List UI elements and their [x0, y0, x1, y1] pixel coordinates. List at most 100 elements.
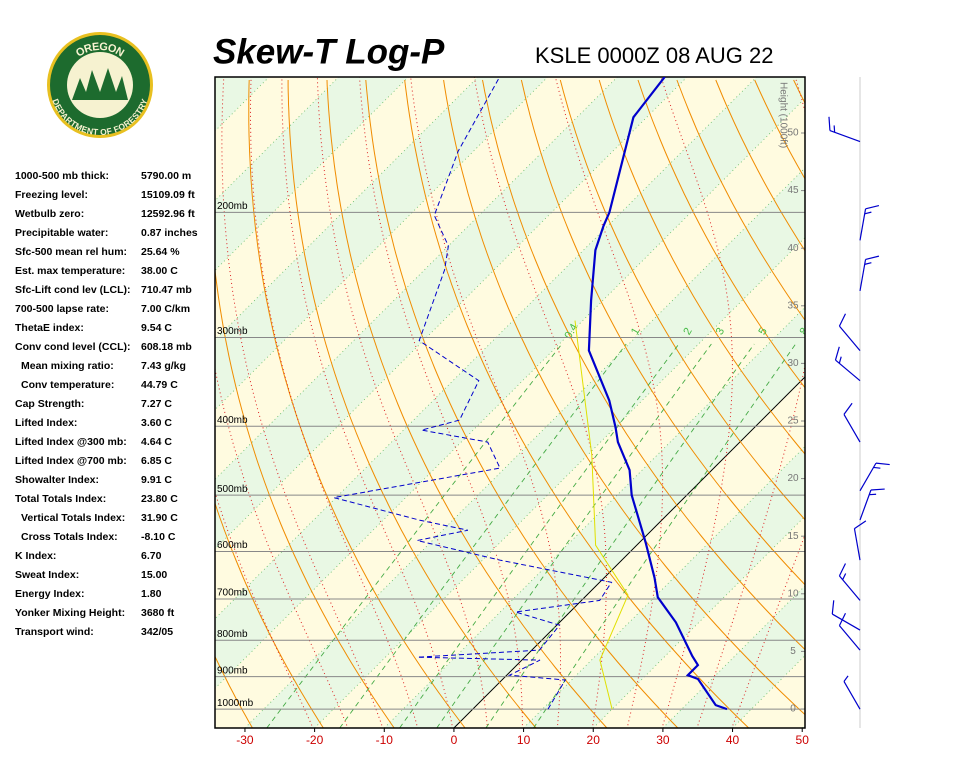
barb-feather	[844, 403, 852, 414]
wind-barb	[860, 489, 885, 520]
index-value: 0.87 inches	[141, 227, 198, 239]
height-tick-label: 10	[787, 588, 799, 599]
isotherm	[802, 77, 960, 728]
dry-adiabat	[949, 80, 960, 728]
index-label: Energy Index:	[15, 588, 84, 600]
index-value: 710.47 mb	[141, 284, 192, 296]
y-tick-label: 200mb	[217, 201, 248, 212]
dry-adiabat	[910, 80, 960, 728]
wind-barbs	[829, 117, 890, 709]
index-label: Sfc-Lift cond lev (LCL):	[15, 284, 131, 296]
index-value: 31.90 C	[141, 512, 178, 524]
x-tick-label: 0	[451, 733, 458, 747]
index-value: -8.10 C	[141, 531, 176, 543]
index-value: 7.00 C/km	[141, 303, 190, 315]
index-value: 1.80	[141, 588, 162, 600]
y-tick-label: 500mb	[217, 484, 248, 495]
y-tick-label: 1000mb	[217, 698, 254, 709]
index-label: 1000-500 mb thick:	[15, 170, 109, 182]
barb-feather	[835, 347, 839, 360]
height-tick-label: 35	[787, 300, 799, 311]
index-value: 38.00 C	[141, 265, 178, 277]
wind-barb	[844, 676, 860, 709]
height-axis-label: Height (1000ft)	[777, 82, 788, 148]
barb-feather	[866, 206, 879, 209]
index-value: 23.80 C	[141, 493, 178, 505]
x-tick-label: 20	[587, 733, 601, 747]
y-tick-label: 700mb	[217, 588, 248, 599]
wind-barb	[844, 403, 860, 442]
index-value: 6.70	[141, 550, 162, 562]
dry-adiabat	[794, 80, 960, 728]
dry-adiabat	[871, 80, 960, 728]
chart-subtitle: KSLE 0000Z 08 AUG 22	[535, 43, 774, 68]
chart-title: Skew-T Log-P	[213, 32, 445, 71]
x-tick-label: 30	[656, 733, 670, 747]
index-label: Lifted Index:	[15, 417, 77, 429]
index-value: 15.00	[141, 569, 167, 581]
barb-feather	[865, 263, 872, 265]
x-tick-label: 10	[517, 733, 531, 747]
barb-staff	[832, 614, 860, 630]
wind-barb	[839, 613, 860, 650]
height-tick-label: 5	[790, 646, 796, 657]
index-value: 44.79 C	[141, 379, 178, 391]
index-value: 9.91 C	[141, 474, 172, 486]
index-label: Yonker Mixing Height:	[15, 607, 125, 619]
index-value: 6.85 C	[141, 455, 172, 467]
logo: OREGON DEPARTMENT OF FORESTRY	[47, 32, 153, 138]
y-tick-label: 400mb	[217, 415, 248, 426]
barb-feather	[832, 600, 833, 614]
barb-staff	[839, 626, 860, 651]
index-label: Freezing level:	[15, 189, 88, 201]
index-label: Lifted Index @300 mb:	[15, 436, 127, 448]
barb-feather	[871, 489, 885, 490]
barb-feather	[876, 463, 890, 464]
index-label: ThetaE index:	[15, 322, 84, 334]
index-label: Precipitable water:	[15, 227, 108, 239]
index-value: 12592.96 ft	[141, 208, 195, 220]
barb-feather	[839, 357, 841, 364]
index-value: 7.27 C	[141, 398, 172, 410]
index-label: Cross Totals Index:	[21, 531, 118, 543]
index-label: 700-500 lapse rate:	[15, 303, 109, 315]
x-tick-label: -30	[236, 733, 254, 747]
height-tick-label: 20	[787, 473, 799, 484]
index-label: Vertical Totals Index:	[21, 512, 125, 524]
wind-barb	[860, 206, 879, 241]
barb-feather	[843, 573, 846, 579]
index-label: Sweat Index:	[15, 569, 79, 581]
wind-barb	[839, 563, 860, 600]
wind-barb	[860, 463, 890, 491]
barb-staff	[844, 414, 860, 442]
index-value: 9.54 C	[141, 322, 172, 334]
x-tick-label: -10	[376, 733, 394, 747]
isotherm-band	[802, 77, 960, 728]
x-tick-label: 50	[796, 733, 810, 747]
index-label: Total Totals Index:	[15, 493, 106, 505]
x-tick-label: -20	[306, 733, 324, 747]
wind-barb	[832, 600, 860, 630]
index-label: Conv temperature:	[21, 379, 114, 391]
barb-staff	[854, 529, 860, 561]
index-value: 25.64 %	[141, 246, 180, 258]
barb-feather	[865, 212, 872, 214]
index-label: Cap Strength:	[15, 398, 84, 410]
index-label: Lifted Index @700 mb:	[15, 455, 127, 467]
index-label: Mean mixing ratio:	[21, 360, 114, 372]
barb-feather	[844, 676, 848, 682]
index-value: 342/05	[141, 626, 173, 638]
index-label: Conv cond level (CCL):	[15, 341, 131, 353]
height-tick-label: 30	[787, 358, 799, 369]
index-label: Est. max temperature:	[15, 265, 125, 277]
barb-feather	[874, 467, 881, 468]
barb-feather	[839, 314, 845, 326]
index-value: 7.43 g/kg	[141, 360, 186, 372]
wind-barb	[839, 314, 860, 351]
index-value: 4.64 C	[141, 436, 172, 448]
y-tick-label: 900mb	[217, 665, 248, 676]
index-label: Transport wind:	[15, 626, 94, 638]
